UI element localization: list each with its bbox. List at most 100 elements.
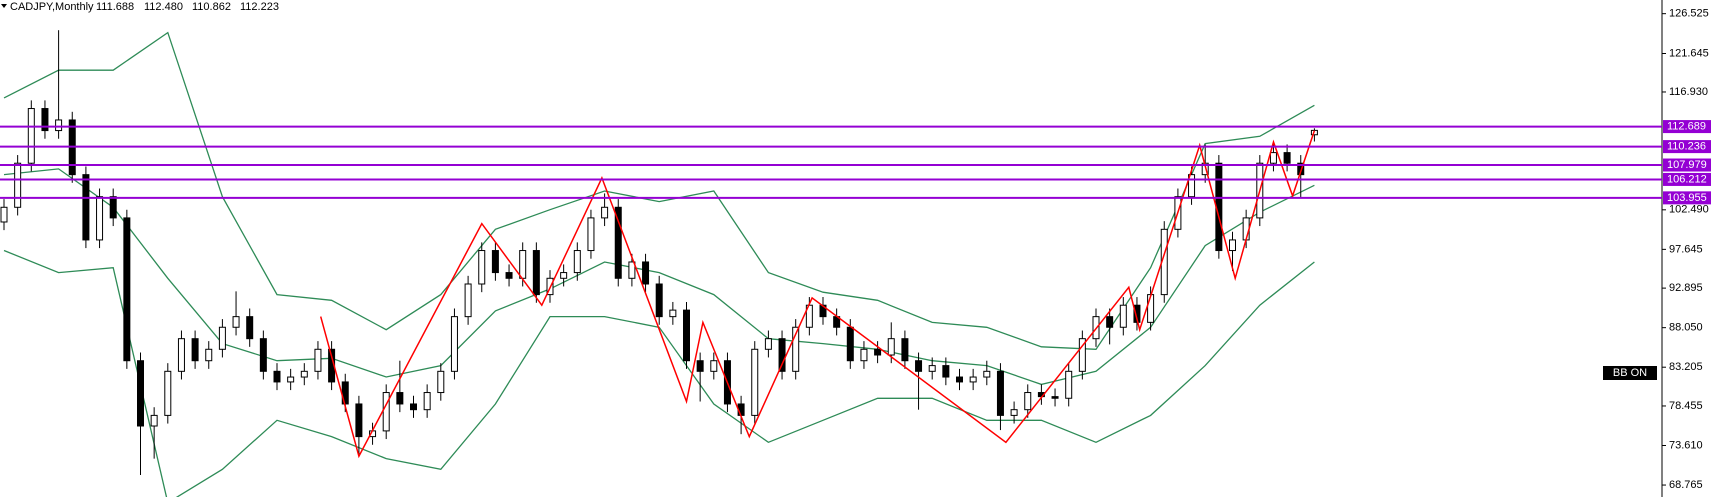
candle-body (232, 316, 240, 328)
header-value: 111.688 (96, 1, 134, 13)
candle-body (27, 108, 35, 164)
candle-body (887, 338, 895, 356)
y-tick-label: 97.645 (1669, 243, 1703, 255)
candle-body (696, 360, 704, 372)
candle-body (410, 403, 417, 411)
candle-body (491, 250, 499, 274)
candle-body (123, 217, 131, 362)
candle-body (669, 309, 677, 318)
candle-body (710, 360, 718, 372)
candle-body (560, 272, 568, 279)
candle-body (860, 348, 868, 362)
candle-body (1188, 174, 1196, 198)
candle-body (1119, 304, 1127, 328)
candle-body (1297, 162, 1305, 176)
indicator-label: BB ON (1613, 367, 1647, 379)
candle-body (942, 365, 950, 378)
level-label-box (1663, 158, 1711, 172)
indicator-badge (1603, 366, 1657, 380)
candle-body (532, 250, 540, 296)
candle-body (450, 316, 458, 372)
level-label-box (1663, 172, 1711, 186)
candle-body (205, 348, 213, 362)
candle-body (423, 392, 431, 411)
candle-body (82, 174, 90, 241)
header-value: 112.480 (144, 1, 183, 13)
candle-body (396, 392, 404, 405)
candle-body (874, 348, 882, 356)
candle-body (1065, 370, 1073, 399)
symbol-label: CADJPY,Monthly (10, 1, 94, 13)
y-tick-label: 83.205 (1669, 361, 1703, 373)
candle-body (683, 309, 690, 362)
candle-body (519, 250, 527, 279)
candle-body (1078, 338, 1086, 372)
candle-body (601, 206, 609, 219)
y-tick-label: 126.525 (1669, 8, 1709, 20)
header-value: 112.223 (240, 1, 279, 13)
candle-body (382, 392, 390, 432)
level-label: 103.955 (1667, 192, 1707, 204)
candle-body (300, 370, 308, 378)
candle-body (137, 360, 144, 427)
level-label-box (1663, 140, 1711, 154)
y-tick-label: 102.490 (1669, 204, 1709, 216)
candle-body (55, 119, 63, 132)
y-tick-label: 121.645 (1669, 47, 1709, 59)
candle-body (41, 108, 49, 132)
candle-body (505, 272, 513, 279)
candle-body (150, 414, 158, 427)
level-label-box (1663, 120, 1711, 134)
candle-body (1229, 239, 1236, 252)
candle-body (996, 370, 1004, 416)
y-tick-label: 92.895 (1669, 282, 1703, 294)
candle-body (573, 250, 581, 274)
candle-body (614, 206, 622, 279)
y-tick-label: 68.765 (1669, 479, 1703, 491)
candle-body (1024, 392, 1032, 411)
candle-body (218, 326, 226, 350)
candle-body (1283, 152, 1291, 164)
level-label: 112.689 (1667, 120, 1706, 132)
candle-body (969, 376, 977, 383)
candle-body (1147, 294, 1155, 323)
candle-body (287, 376, 295, 383)
candle-body (273, 370, 281, 383)
zigzag-line (319, 130, 1316, 459)
y-tick-label: 73.610 (1669, 439, 1703, 451)
candle-body (901, 338, 909, 362)
candle-body (1269, 152, 1277, 164)
level-label-box (1663, 191, 1711, 205)
candle-body (846, 326, 854, 362)
candle-body (259, 338, 267, 372)
candle-body (478, 250, 486, 285)
candle-body (792, 326, 800, 372)
candle-body (915, 360, 923, 372)
level-label: 106.212 (1667, 173, 1707, 185)
level-label: 110.236 (1667, 141, 1706, 153)
candle-body (1010, 409, 1018, 416)
collapse-icon (1, 4, 7, 8)
y-tick-label: 78.455 (1669, 400, 1703, 412)
candle-body (109, 196, 117, 219)
candle-body (191, 338, 199, 362)
candle-body (177, 338, 185, 372)
candle-body (1051, 396, 1059, 399)
candle-body (956, 376, 963, 383)
y-tick-label: 88.050 (1669, 322, 1703, 334)
candle-body (764, 338, 772, 350)
candle-body (1133, 304, 1141, 323)
candle-body (246, 316, 254, 340)
candle-body (464, 283, 472, 318)
y-tick-label: 116.930 (1669, 86, 1708, 98)
header-value: 110.862 (192, 1, 231, 13)
candle-body (778, 338, 786, 372)
candle-body (14, 162, 22, 208)
candle-body (96, 196, 104, 241)
candle-body (983, 370, 991, 378)
candle-body (164, 370, 172, 416)
candle-body (587, 217, 595, 252)
candle-body (355, 403, 363, 438)
candle-body (928, 365, 936, 372)
